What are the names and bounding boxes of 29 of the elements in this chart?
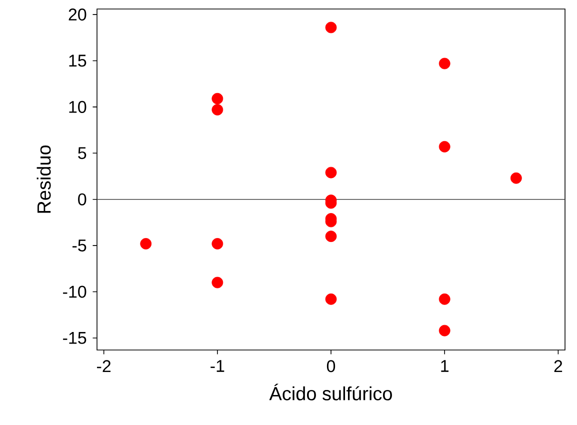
x-tick-label: -1 — [210, 360, 224, 372]
point — [510, 172, 522, 184]
point — [212, 276, 224, 288]
y-tick-label: -10 — [63, 286, 86, 298]
point — [212, 104, 224, 116]
point — [438, 324, 450, 336]
y-tick-label: 15 — [69, 54, 86, 67]
point — [212, 92, 224, 104]
point — [140, 238, 152, 250]
point — [212, 238, 224, 250]
x-tick-label: -2 — [97, 360, 111, 372]
point — [325, 230, 337, 242]
y-tick-label: -15 — [63, 332, 86, 344]
x-tick-label: 0 — [326, 360, 336, 372]
point — [325, 166, 337, 178]
y-tick-label: 10 — [69, 100, 86, 113]
point — [325, 293, 337, 305]
y-axis-title: Residuo — [36, 145, 51, 213]
y-tick-label: -5 — [72, 240, 86, 252]
y-tick-label: 0 — [78, 193, 86, 206]
x-tick-label: 2 — [554, 360, 562, 372]
point — [438, 140, 450, 152]
x-tick-label: 1 — [441, 360, 448, 372]
y-tick-label: 20 — [68, 8, 86, 21]
y-tick-label: 5 — [78, 147, 86, 160]
point — [325, 22, 337, 34]
x-axis-title: Ácido sulfúrico — [269, 384, 392, 400]
point — [438, 293, 450, 305]
point — [438, 58, 450, 70]
